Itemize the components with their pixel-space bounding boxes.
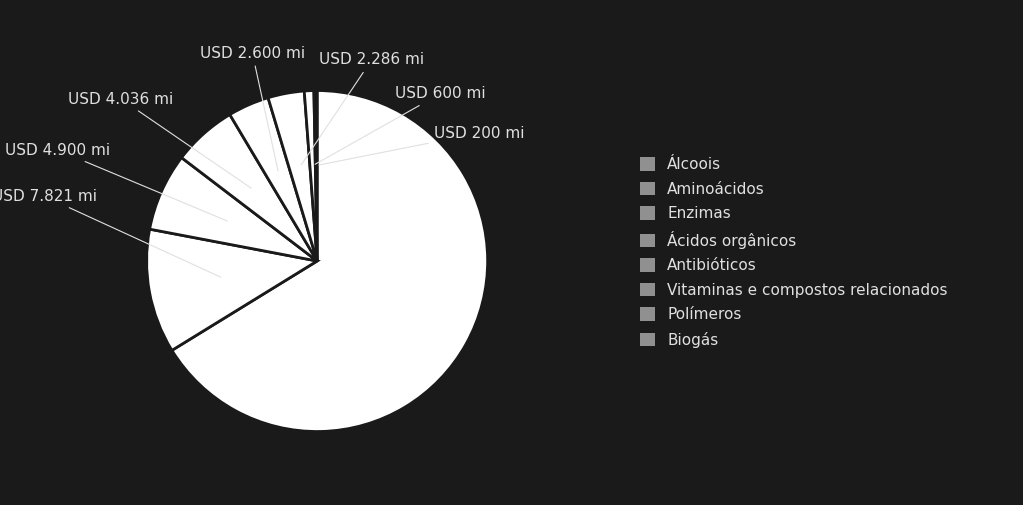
Text: USD 2.286 mi: USD 2.286 mi <box>301 53 425 165</box>
Wedge shape <box>181 115 317 261</box>
Wedge shape <box>304 90 317 261</box>
Wedge shape <box>172 90 488 432</box>
Wedge shape <box>149 158 317 261</box>
Wedge shape <box>314 90 317 261</box>
Text: USD 7.821 mi: USD 7.821 mi <box>0 189 221 277</box>
Legend: Álcoois, Aminoácidos, Enzimas, Ácidos orgânicos, Antibióticos, Vitaminas e compo: Álcoois, Aminoácidos, Enzimas, Ácidos or… <box>632 149 955 356</box>
Text: USD 200 mi: USD 200 mi <box>319 126 525 165</box>
Wedge shape <box>230 98 317 261</box>
Text: USD 4.900 mi: USD 4.900 mi <box>5 143 227 221</box>
Wedge shape <box>146 229 317 350</box>
Wedge shape <box>268 91 317 261</box>
Text: USD 600 mi: USD 600 mi <box>315 86 485 164</box>
Text: USD 2.600 mi: USD 2.600 mi <box>199 45 305 171</box>
Text: USD 4.036 mi: USD 4.036 mi <box>69 91 252 188</box>
